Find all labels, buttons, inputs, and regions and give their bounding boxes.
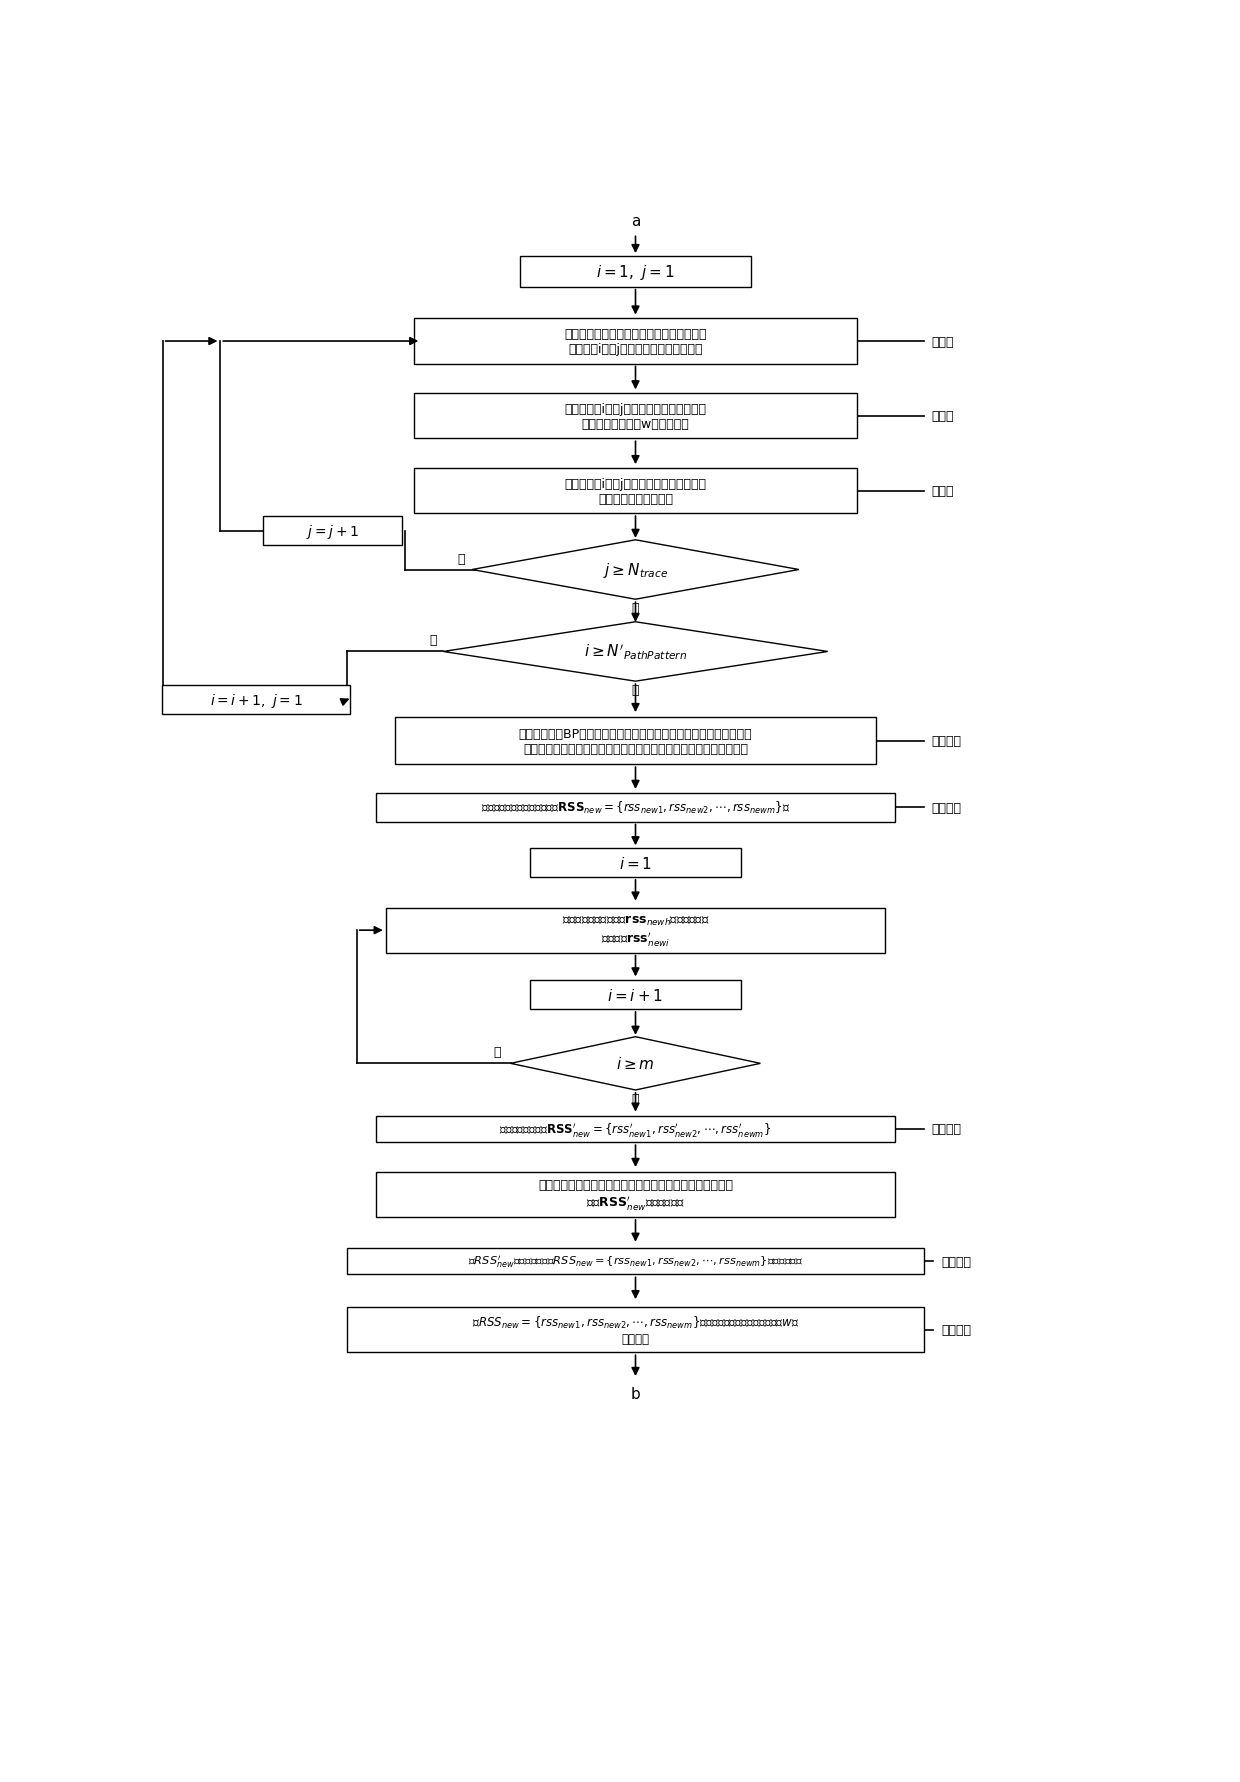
- Text: $i\geq m$: $i\geq m$: [616, 1055, 655, 1071]
- Text: 令定位阶段采集的信号序列为$\mathbf{RSS}_{new}=\{rss_{new1},rss_{new2},\cdots,rss_{newm}\}$，: 令定位阶段采集的信号序列为$\mathbf{RSS}_{new}=\{rss_{…: [481, 800, 790, 816]
- FancyBboxPatch shape: [396, 718, 875, 764]
- Text: 步骤十四: 步骤十四: [941, 1255, 971, 1267]
- Text: 将$RSS_{new}=\{rss_{new1},rss_{new2},\cdots,rss_{newm}\}$的信号平面图转换为像素宽度为$w$的
灰度图像: 将$RSS_{new}=\{rss_{new1},rss_{new2},\cdo…: [471, 1315, 800, 1345]
- FancyBboxPatch shape: [162, 686, 350, 715]
- Text: 步骤八: 步骤八: [931, 335, 954, 347]
- Text: 从已有采样点中找到与$\mathbf{rss}_{newh}$余弦距离最近
的采样点$\mathbf{rss}^{\prime}_{newi}$: 从已有采样点中找到与$\mathbf{rss}_{newh}$余弦距离最近 的采…: [562, 912, 709, 948]
- Text: 令$RSS^{\prime}_{new}$的信号平面图为$RSS_{new}=\{rss_{new1},rss_{new2},\cdots,rss_{newm}: 令$RSS^{\prime}_{new}$的信号平面图为$RSS_{new}=\…: [467, 1253, 804, 1269]
- FancyBboxPatch shape: [529, 980, 742, 1009]
- Text: 步骤十: 步骤十: [931, 485, 954, 497]
- Text: 对合并模式i下第j条信号序列所对应的灰度
图像进行图像特征提取: 对合并模式i下第j条信号序列所对应的灰度 图像进行图像特征提取: [564, 478, 707, 506]
- Text: 步骤十二: 步骤十二: [931, 802, 961, 814]
- Text: $i=1,\ j=1$: $i=1,\ j=1$: [596, 262, 675, 282]
- Text: 是: 是: [631, 684, 640, 697]
- Text: 步骤十一: 步骤十一: [931, 734, 961, 748]
- FancyBboxPatch shape: [263, 517, 403, 545]
- Text: 否: 否: [429, 633, 436, 647]
- FancyBboxPatch shape: [414, 319, 857, 364]
- FancyBboxPatch shape: [529, 848, 742, 877]
- Text: 构成新的信号序列$\mathbf{RSS}^{\prime}_{new}=\{rss^{\prime}_{new1},rss^{\prime}_{new2},\: 构成新的信号序列$\mathbf{RSS}^{\prime}_{new}=\{r…: [500, 1121, 771, 1139]
- FancyBboxPatch shape: [347, 1247, 924, 1274]
- Text: 步骤十三: 步骤十三: [931, 1123, 961, 1135]
- FancyBboxPatch shape: [521, 257, 751, 287]
- Text: $i\geq N'_{PathPattern}$: $i\geq N'_{PathPattern}$: [584, 643, 687, 661]
- Text: $j\geq N_{trace}$: $j\geq N_{trace}$: [603, 561, 668, 579]
- FancyBboxPatch shape: [376, 793, 895, 822]
- FancyBboxPatch shape: [376, 1116, 895, 1142]
- FancyBboxPatch shape: [414, 469, 857, 513]
- Text: $i=1$: $i=1$: [619, 855, 652, 871]
- Polygon shape: [472, 540, 799, 601]
- Text: a: a: [631, 214, 640, 230]
- FancyBboxPatch shape: [414, 394, 857, 438]
- Text: 步骤十五: 步骤十五: [941, 1324, 971, 1336]
- Text: $i=i+1,\ j=1$: $i=i+1,\ j=1$: [210, 691, 303, 709]
- Text: b: b: [631, 1386, 640, 1401]
- Polygon shape: [444, 622, 828, 683]
- Text: 利用后向传播BP神经网络对不同运动路径模式进行训练，输入为每条
信号序列所对应的图像特征，输出为该信号序列所属的合并模式标号: 利用后向传播BP神经网络对不同运动路径模式进行训练，输入为每条 信号序列所对应的…: [518, 727, 753, 756]
- Text: 根据每个采样点所对应的二维坐标，绘制出
合并模式i下第j条信号序列的信号平面图: 根据每个采样点所对应的二维坐标，绘制出 合并模式i下第j条信号序列的信号平面图: [564, 328, 707, 356]
- Text: 步骤九: 步骤九: [931, 410, 954, 422]
- Text: 根据新的信号序列中每个采样点在低维空间中的二维坐标，
得到$\mathbf{RSS}^{\prime}_{new}$的信号平面图: 根据新的信号序列中每个采样点在低维空间中的二维坐标， 得到$\mathbf{RS…: [538, 1178, 733, 1212]
- Text: 是: 是: [631, 1092, 640, 1105]
- Text: 是: 是: [631, 602, 640, 615]
- FancyBboxPatch shape: [347, 1308, 924, 1353]
- Text: $j=j+1$: $j=j+1$: [306, 522, 360, 540]
- Polygon shape: [511, 1037, 760, 1091]
- Text: 否: 否: [494, 1044, 501, 1059]
- Text: 否: 否: [458, 552, 465, 565]
- FancyBboxPatch shape: [376, 1173, 895, 1217]
- FancyBboxPatch shape: [386, 909, 885, 953]
- Text: 将合并模式i下第j条信号序列的信号平面图
转换为像素宽度为w的灰度图像: 将合并模式i下第j条信号序列的信号平面图 转换为像素宽度为w的灰度图像: [564, 403, 707, 431]
- Text: $i=i+1$: $i=i+1$: [608, 987, 663, 1003]
